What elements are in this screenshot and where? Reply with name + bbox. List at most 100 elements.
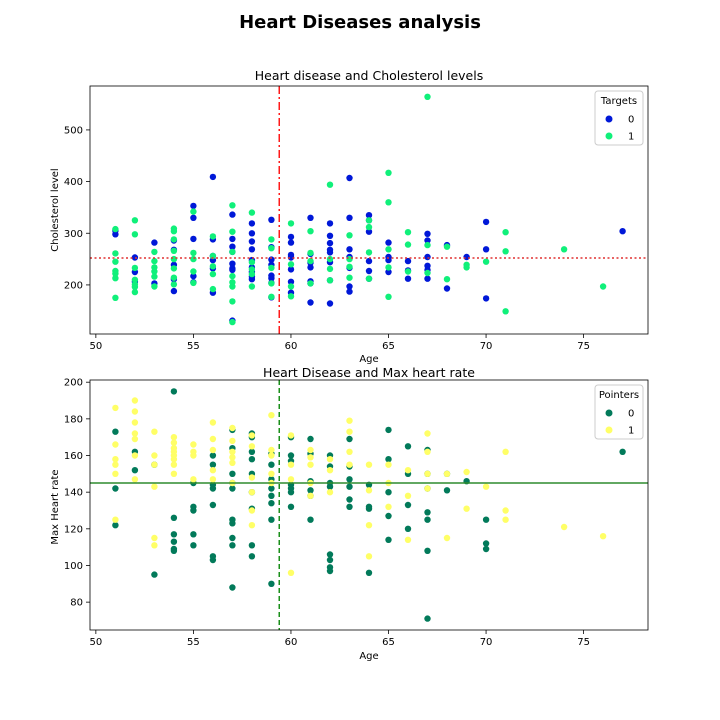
data-point: [404, 492, 412, 499]
data-point: [248, 432, 256, 439]
data-point: [287, 278, 295, 285]
data-point: [463, 261, 470, 268]
data-point: [112, 522, 119, 529]
data-point: [190, 235, 197, 243]
data-point: [229, 534, 236, 542]
data-point: [346, 232, 353, 239]
data-point: [131, 408, 139, 415]
data-point: [307, 435, 314, 443]
data-point: [463, 468, 470, 476]
data-point: [209, 467, 217, 474]
data-point: [229, 448, 236, 455]
data-point: [404, 467, 412, 474]
legend-marker: [605, 132, 613, 140]
data-point: [229, 228, 236, 235]
data-point: [365, 249, 373, 256]
x-tick-label: 70: [480, 637, 493, 648]
data-point: [385, 536, 392, 543]
data-point: [209, 252, 217, 260]
data-point: [365, 275, 373, 282]
data-point: [229, 279, 236, 286]
data-point: [287, 489, 295, 496]
data-point: [248, 266, 256, 273]
y-tick-label: 400: [64, 177, 83, 188]
data-point: [229, 454, 236, 461]
data-point: [502, 229, 509, 236]
data-point: [346, 503, 353, 510]
data-point: [248, 522, 256, 529]
data-point: [424, 230, 431, 237]
data-point: [404, 229, 412, 236]
data-point: [268, 446, 275, 454]
data-point: [443, 487, 451, 494]
data-point: [385, 256, 392, 264]
data-point: [248, 553, 256, 560]
data-point: [287, 461, 295, 468]
data-point: [170, 265, 178, 272]
data-point: [287, 452, 295, 459]
series-0: [112, 173, 626, 324]
data-point: [307, 487, 314, 494]
data-point: [385, 264, 392, 271]
data-point: [190, 476, 197, 483]
data-point: [365, 212, 373, 219]
legend-title: Pointers: [599, 390, 639, 401]
data-point: [190, 279, 197, 287]
data-point: [346, 496, 353, 503]
data-point: [170, 434, 178, 441]
data-point: [404, 443, 412, 450]
data-point: [268, 461, 275, 468]
data-point: [151, 248, 158, 256]
data-point: [248, 542, 256, 549]
data-point: [112, 441, 119, 448]
data-point: [248, 230, 256, 237]
data-point: [482, 258, 490, 265]
data-point: [131, 254, 139, 261]
data-point: [346, 283, 353, 290]
data-point: [365, 487, 373, 494]
data-point: [307, 461, 314, 468]
y-tick-label: 100: [64, 561, 83, 572]
data-point: [346, 476, 353, 483]
y-tick-label: 500: [64, 125, 83, 136]
data-point: [424, 253, 431, 261]
y-tick-label: 120: [64, 524, 83, 535]
data-point: [502, 516, 509, 523]
data-point: [268, 256, 275, 263]
data-point: [131, 476, 139, 483]
data-point: [190, 272, 197, 280]
data-point: [385, 169, 392, 176]
figure-suptitle: Heart Diseases analysis: [239, 12, 481, 33]
x-tick-label: 55: [187, 341, 200, 352]
data-point: [268, 485, 275, 492]
data-point: [424, 448, 431, 455]
data-point: [268, 470, 275, 477]
data-point: [209, 446, 217, 454]
data-point: [131, 419, 139, 426]
data-point: [287, 233, 295, 241]
y-tick-label: 180: [64, 414, 83, 425]
data-point: [170, 514, 178, 521]
data-point: [385, 426, 392, 434]
data-point: [287, 569, 295, 576]
data-point: [365, 223, 373, 231]
data-point: [190, 542, 197, 549]
data-point: [190, 255, 197, 263]
data-point: [112, 470, 119, 477]
data-point: [112, 250, 119, 257]
data-point: [365, 228, 373, 235]
data-point: [385, 512, 392, 520]
data-point: [268, 516, 275, 523]
data-point: [268, 293, 275, 300]
data-point: [170, 225, 178, 232]
x-tick-label: 60: [285, 637, 298, 648]
legend-title: Targets: [600, 96, 637, 107]
data-point: [365, 217, 373, 224]
data-point: [326, 181, 334, 188]
data-point: [229, 470, 236, 477]
data-point: [599, 533, 607, 540]
data-point: [287, 239, 295, 246]
data-point: [170, 439, 178, 446]
data-point: [365, 569, 373, 576]
data-point: [326, 467, 334, 474]
